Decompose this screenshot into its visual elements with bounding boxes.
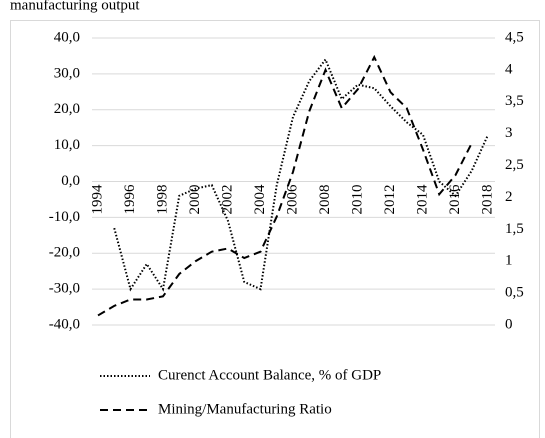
y2-tick-label: 0 [505, 316, 513, 332]
x-tick-label: 2014 [414, 184, 430, 215]
legend-label: Mining/Manufacturing Ratio [158, 401, 332, 417]
chart-title: manufacturing output [10, 0, 140, 13]
y-tick-label: 10,0 [54, 137, 80, 153]
x-tick-label: 2000 [187, 185, 203, 215]
y2-tick-label: 3,5 [505, 93, 524, 109]
x-tick-label: 1996 [122, 184, 138, 215]
y2-tick-label: 4,5 [505, 29, 524, 45]
x-tick-label: 2016 [447, 184, 463, 215]
x-tick-label: 2010 [349, 185, 365, 215]
y2-tick-label: 1 [505, 253, 513, 269]
y-tick-label: -20,0 [49, 245, 80, 261]
y2-tick-label: 0,5 [505, 285, 524, 301]
series-line [97, 54, 473, 317]
y2-tick-label: 2 [505, 189, 513, 205]
x-tick-label: 2002 [219, 185, 235, 215]
legend-label: Curenct Account Balance, % of GDP [158, 367, 381, 383]
y-tick-label: 40,0 [54, 29, 80, 45]
x-tick-label: 2006 [284, 184, 300, 215]
y2-tick-label: 4 [505, 61, 513, 77]
x-tick-label: 1994 [89, 184, 105, 215]
y-tick-label: -40,0 [49, 316, 80, 332]
x-tick-label: 2018 [479, 185, 495, 215]
y2-tick-label: 3 [505, 125, 513, 141]
x-tick-label: 2012 [382, 185, 398, 215]
y2-tick-label: 2,5 [505, 157, 524, 173]
y2-tick-label: 1,5 [505, 221, 524, 237]
x-tick-label: 1998 [154, 185, 170, 215]
series-line [113, 57, 489, 292]
chart-border [10, 20, 540, 438]
y-tick-label: 0,0 [61, 173, 80, 189]
y-tick-label: 20,0 [54, 101, 80, 117]
x-tick-label: 2004 [252, 184, 268, 215]
y-tick-label: 30,0 [54, 65, 80, 81]
x-tick-label: 2008 [317, 185, 333, 215]
y-tick-label: -10,0 [49, 209, 80, 225]
y-tick-label: -30,0 [49, 281, 80, 297]
